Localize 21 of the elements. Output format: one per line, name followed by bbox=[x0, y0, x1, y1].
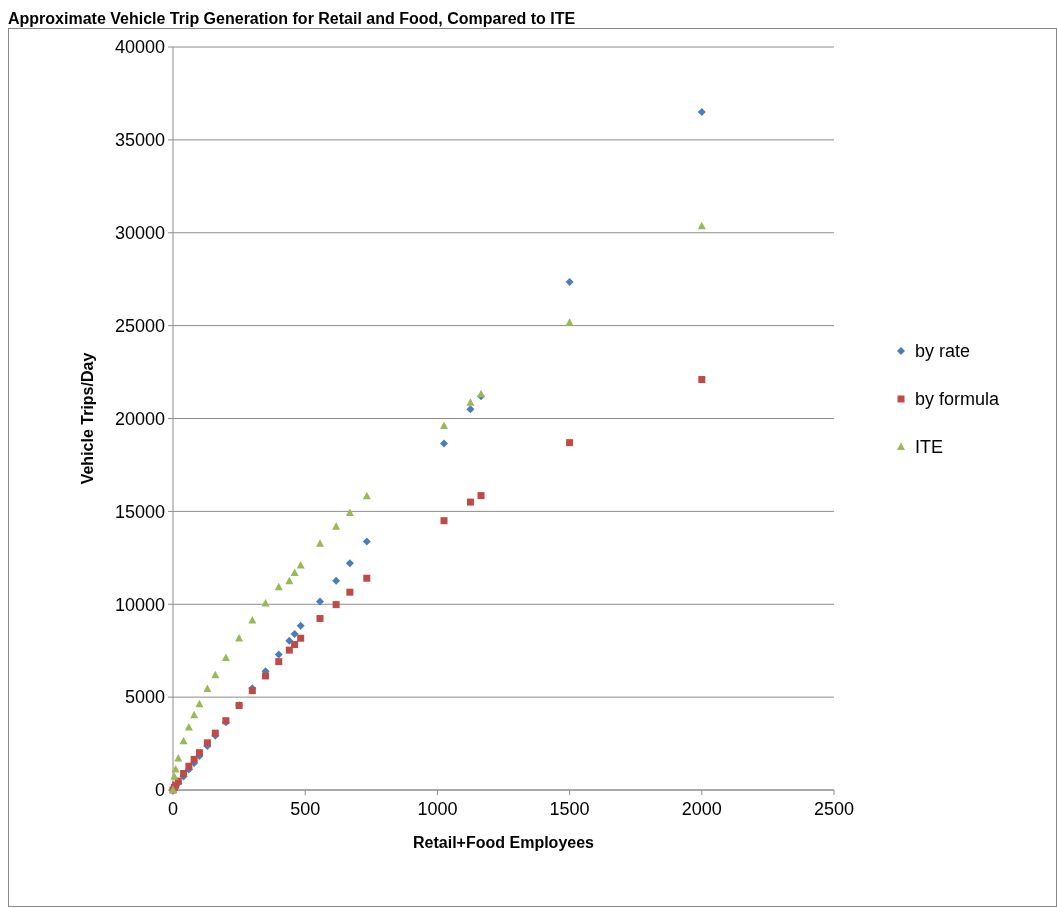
y-tick-label: 35000 bbox=[114, 130, 165, 151]
legend-label: by formula bbox=[915, 389, 1001, 410]
legend-label: ITE bbox=[915, 437, 944, 458]
y-tick-label: 25000 bbox=[114, 315, 165, 336]
x-tick-label: 2000 bbox=[681, 799, 722, 819]
y-tick-label: 15000 bbox=[114, 501, 165, 522]
x-tick-label: 500 bbox=[290, 799, 321, 819]
y-tick-label: 5000 bbox=[124, 687, 165, 708]
y-tick-label: 30000 bbox=[114, 223, 165, 244]
y-axis-title: Vehicle Trips/Day bbox=[79, 352, 96, 485]
x-tick-label: 0 bbox=[167, 799, 179, 819]
y-tick-label: 20000 bbox=[114, 408, 165, 429]
legend-label: by rate bbox=[915, 341, 971, 362]
y-tick-label: 10000 bbox=[114, 594, 165, 615]
x-tick-label: 1000 bbox=[417, 799, 458, 819]
chart-title: Approximate Vehicle Trip Generation for Retail and Food, Compared to ITE bbox=[8, 10, 576, 27]
y-tick-label: 0 bbox=[154, 780, 165, 801]
y-tick-label: 40000 bbox=[114, 37, 165, 58]
x-axis-title: Retail+Food Employees bbox=[413, 834, 595, 851]
x-tick-label: 2500 bbox=[813, 799, 855, 819]
x-tick-label: 1500 bbox=[549, 799, 590, 819]
